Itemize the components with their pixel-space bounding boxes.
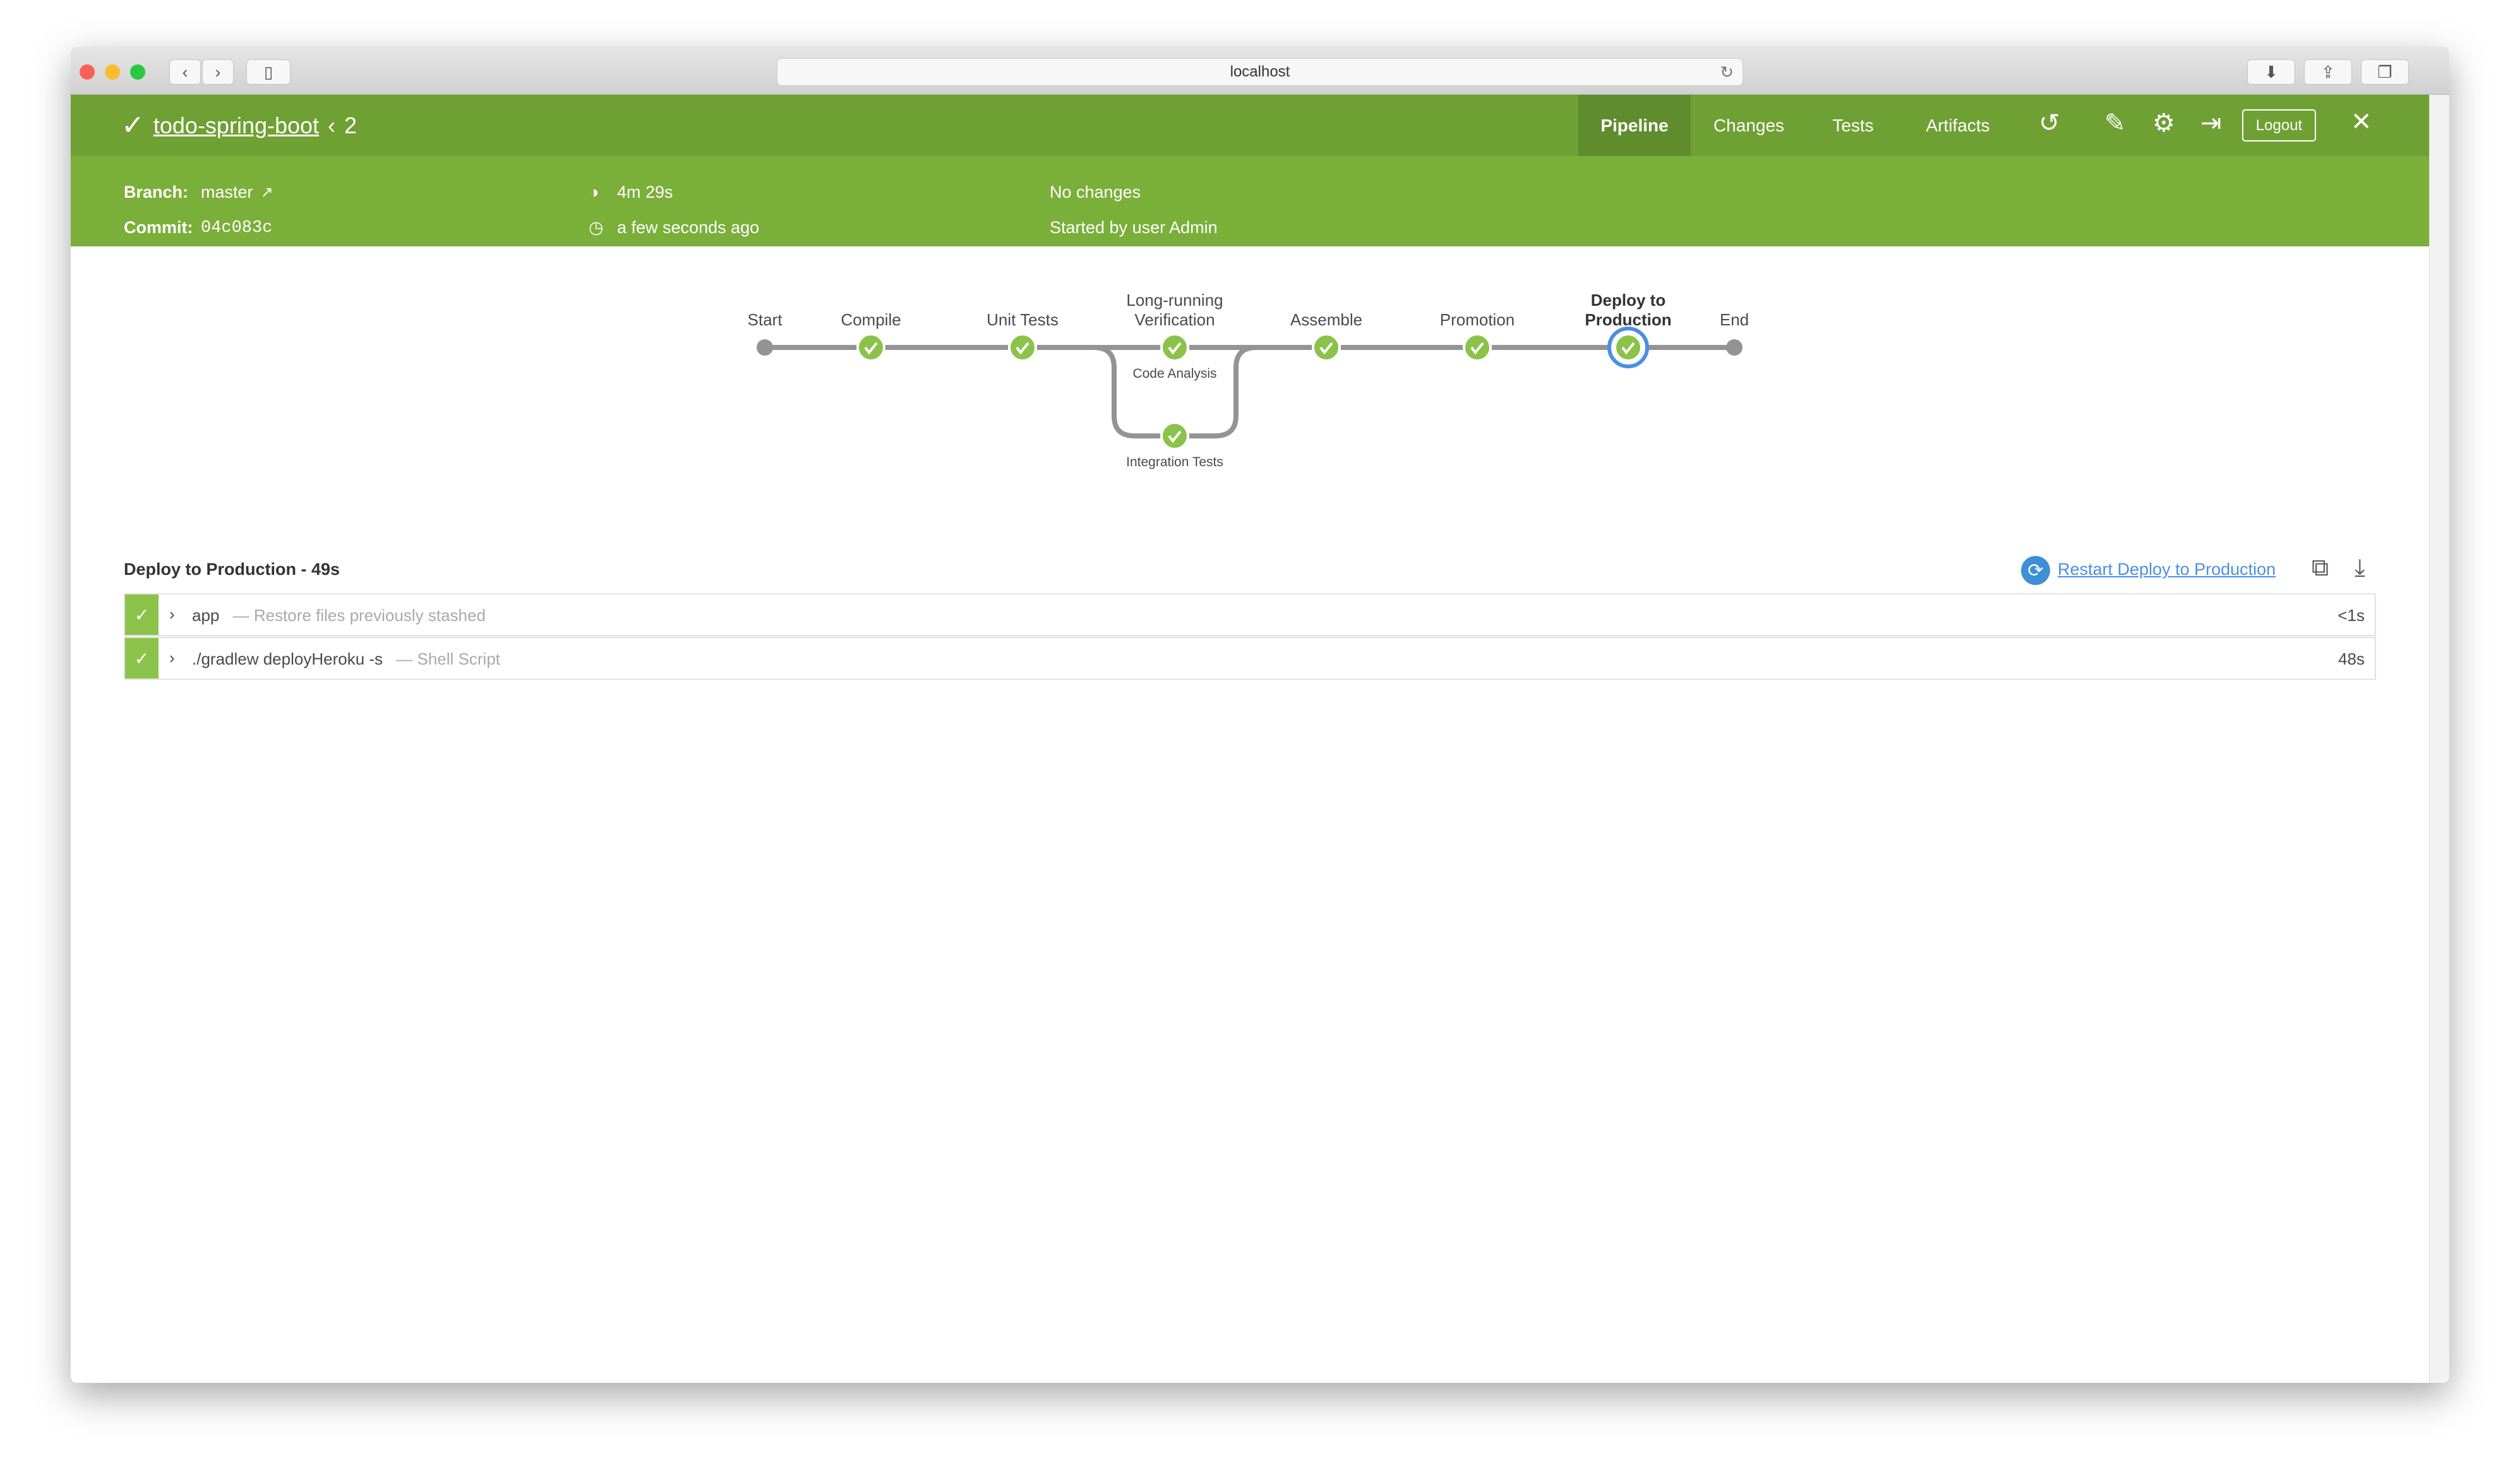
tabs-icon[interactable]: ❐ xyxy=(2361,59,2409,85)
pipeline-name-link[interactable]: todo-spring-boot xyxy=(153,112,320,138)
close-icon[interactable]: ✕ xyxy=(2351,108,2372,136)
run-title-group: ✓ todo-spring-boot ‹ 2 xyxy=(121,95,357,156)
started-by-text: Started by user Admin xyxy=(1050,218,1218,237)
step-description: — Shell Script xyxy=(396,649,501,668)
parallel-label-code-analysis: Code Analysis xyxy=(1132,366,1216,381)
branch-label: Branch: xyxy=(124,183,189,202)
zoom-window-button[interactable] xyxy=(130,64,145,80)
duration-value: 4m 29s xyxy=(617,183,673,202)
commit-label: Commit: xyxy=(124,218,193,237)
close-window-button[interactable] xyxy=(80,64,95,80)
stage-3-node[interactable] xyxy=(1160,333,1189,362)
stage-label: Production xyxy=(1585,310,1671,329)
step-duration: 48s xyxy=(2338,649,2365,668)
step-row[interactable]: ✓ › ./gradlew deployHeroku -s — Shell Sc… xyxy=(124,637,2376,680)
check-icon xyxy=(1168,430,1182,443)
gear-icon[interactable]: ⚙ xyxy=(2152,109,2175,137)
url-text: localhost xyxy=(1230,63,1290,80)
run-summary: Branch: master ↗ Commit: 04c083c ◑ 4m 29… xyxy=(71,156,2429,246)
stage-2-node[interactable] xyxy=(1008,333,1037,362)
sidebar-toggle-icon[interactable]: ▯ xyxy=(246,59,291,85)
external-link-icon[interactable]: ↗ xyxy=(260,184,273,201)
step-name: ./gradlew deployHeroku -s xyxy=(192,649,383,668)
step-section-title: Deploy to Production - 49s xyxy=(124,560,340,579)
replay-icon[interactable]: ↺ xyxy=(2039,109,2060,137)
open-in-new-icon[interactable]: ⧉ xyxy=(2312,555,2329,581)
branch-group: Branch: master ↗ xyxy=(124,183,273,202)
commit-value: 04c083c xyxy=(201,218,273,238)
tab-pipeline[interactable]: Pipeline xyxy=(1578,95,1691,156)
back-button[interactable]: ‹ xyxy=(169,59,201,85)
step-row[interactable]: ✓ › app — Restore files previously stash… xyxy=(124,593,2376,636)
stage-6-node[interactable] xyxy=(1614,333,1643,362)
stage-label-line1: Long-running xyxy=(1126,291,1223,310)
stage-5-node[interactable] xyxy=(1463,333,1492,362)
chevron-right-icon[interactable]: › xyxy=(169,648,175,667)
step-success-icon: ✓ xyxy=(125,638,159,678)
check-icon xyxy=(864,342,878,355)
logout-button[interactable]: Logout xyxy=(2242,109,2316,142)
stage-1-node[interactable] xyxy=(856,333,885,362)
sign-in-icon[interactable]: ⇥ xyxy=(2200,109,2222,137)
download-log-icon[interactable]: ⤓ xyxy=(2355,555,2365,581)
pipeline-graph: Start Compile Unit Tests Long-runningVerifi… xyxy=(748,291,1749,469)
forward-button[interactable]: › xyxy=(202,59,234,85)
stage-0-node xyxy=(757,339,773,356)
scrollbar[interactable] xyxy=(2429,95,2449,1383)
stage-label: Unit Tests xyxy=(987,310,1059,329)
stage-7-node xyxy=(1726,339,1743,356)
parallel-integration-tests-node[interactable] xyxy=(1160,421,1189,450)
address-bar[interactable]: localhost ↻ xyxy=(777,58,1743,86)
chevron-right-icon[interactable]: › xyxy=(169,605,175,624)
check-icon xyxy=(1470,342,1484,355)
chevron-left-icon: ‹ xyxy=(328,112,336,138)
edit-icon[interactable]: ✎ xyxy=(2104,109,2126,137)
changes-text: No changes xyxy=(1050,183,1141,202)
success-check-icon: ✓ xyxy=(121,110,145,141)
browser-toolbar: ‹ › ▯ localhost ↻ ⬇ ⇪ ❐ xyxy=(71,47,2449,95)
stage-label: Compile xyxy=(841,310,901,329)
share-icon[interactable]: ⇪ xyxy=(2304,59,2352,85)
check-icon xyxy=(1016,342,1029,355)
tab-artifacts[interactable]: Artifacts xyxy=(1926,115,1990,135)
restart-stage-link[interactable]: Restart Deploy to Production xyxy=(2058,560,2276,579)
step-duration: <1s xyxy=(2337,606,2365,625)
stage-label: Verification xyxy=(1134,310,1215,329)
step-description: — Restore files previously stashed xyxy=(232,606,486,625)
stage-label: End xyxy=(1720,310,1749,329)
run-header: ✓ todo-spring-boot ‹ 2 Pipeline Changes … xyxy=(71,95,2429,156)
download-icon[interactable]: ⬇ xyxy=(2247,59,2295,85)
minimize-window-button[interactable] xyxy=(105,64,120,80)
commit-group: Commit: 04c083c xyxy=(124,218,272,238)
step-name: app xyxy=(192,606,220,625)
step-success-icon: ✓ xyxy=(125,594,159,635)
browser-window: ‹ › ▯ localhost ↻ ⬇ ⇪ ❐ ✓ todo-spring-boo… xyxy=(71,47,2449,1383)
started-time: a few seconds ago xyxy=(617,218,760,237)
parallel-label-integration-tests: Integration Tests xyxy=(1126,455,1223,469)
stage-label: Assemble xyxy=(1290,310,1362,329)
check-icon xyxy=(1621,342,1635,355)
restart-icon[interactable]: ⟳ xyxy=(2021,556,2050,585)
check-icon xyxy=(1319,342,1333,355)
tab-changes[interactable]: Changes xyxy=(1713,115,1785,135)
stage-4-node[interactable] xyxy=(1312,333,1341,362)
duration-icon: ◑ xyxy=(589,183,599,202)
stage-label: Promotion xyxy=(1440,310,1515,329)
tab-tests[interactable]: Tests xyxy=(1832,115,1874,135)
branch-value: master xyxy=(201,183,253,202)
reload-icon[interactable]: ↻ xyxy=(1720,63,1734,81)
clock-icon: ◷ xyxy=(589,218,604,237)
check-icon xyxy=(1168,342,1182,355)
stage-label-line1: Deploy to xyxy=(1591,291,1665,310)
stage-label: Start xyxy=(748,310,783,329)
run-number: 2 xyxy=(344,112,357,138)
